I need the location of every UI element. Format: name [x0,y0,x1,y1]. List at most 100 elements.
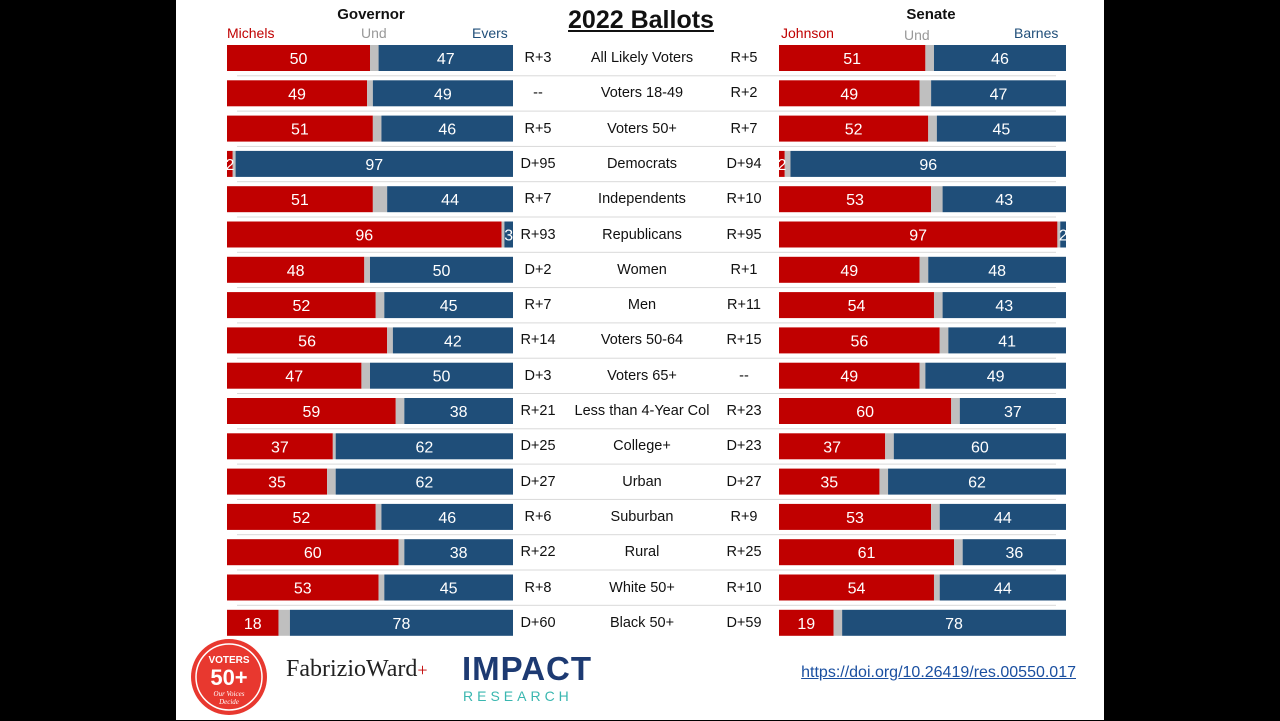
senate-rep-bar [779,539,955,566]
impact-logo: IMPACT [462,650,593,687]
governor-und-bar [232,150,236,177]
bars-svg: 50 47 51 46 49 49 49 47 51 46 52 45 2 97 2 96 51 44 53 43 96… [226,45,1068,636]
senate-dem-bar [942,292,1066,319]
senate-margin: R+11 [727,297,761,314]
senate-rep-value: 49 [840,369,858,386]
senate-rep-value: 97 [909,228,927,245]
senate-rep-value: 2 [778,157,787,174]
senate-und-bar [951,398,960,424]
senate-dem-value: 48 [988,263,1006,280]
senate-dem-bar [936,115,1066,142]
senate-rep-value: 53 [846,510,864,527]
doi-link[interactable]: https://doi.org/10.26419/res.00550.017 [801,664,1076,681]
fabrizio-ward-text: FabrizioWard [286,656,418,682]
governor-rep-value: 48 [287,263,305,280]
governor-dem-value: 62 [415,439,433,456]
senate-margin: R+7 [730,120,758,137]
senate-rep-value: 60 [856,404,874,421]
senate-und-bar [933,574,940,601]
governor-und-bar [398,539,405,566]
senate-rep-value: 35 [820,475,838,492]
governor-dem-bar [378,45,513,71]
category-label: Republicans [602,226,682,243]
governor-dem-bar [504,221,513,248]
governor-dem-value: 97 [365,157,383,174]
senate-rep-value: 53 [846,192,864,209]
senate-margin: R+2 [730,85,758,102]
governor-margin: D+95 [520,155,556,172]
governor-dem-bar [392,327,513,354]
category-label: All Likely Voters [590,50,694,66]
governor-margin: R+8 [524,579,552,596]
governor-dem-bar [381,503,513,530]
governor-und-bar [501,221,505,248]
row-separator [237,393,1056,394]
senate-dem-bar [790,150,1066,177]
senate-dem-value: 60 [971,439,989,456]
senate-dem-value: 44 [994,510,1012,527]
governor-und-bar [375,292,385,319]
senate-rep-bar [779,80,920,107]
senate-dem-bar [939,574,1066,601]
governor-dem-value: 38 [450,404,468,421]
senate-und-bar [833,609,843,636]
governor-dem-value: 78 [393,616,411,633]
governor-dem-value: 47 [437,51,455,68]
senate-dem-bar [1060,221,1066,248]
senate-dem-bar [842,609,1066,636]
governor-dem-bar [335,468,513,495]
senate-rep-value: 54 [848,581,866,598]
governor-margin: D+2 [524,261,552,278]
governor-margin: R+7 [524,191,552,208]
governor-rep-value: 49 [288,86,306,103]
senate-rep-bar [779,609,834,636]
senate-rep-bar [779,433,886,460]
senate-rep-value: 51 [843,51,861,68]
senate-dem-bar [931,80,1066,107]
governor-rep-bar [227,186,373,213]
governor-rep-bar [227,574,379,601]
governor-und-bar [364,256,370,283]
category-label: Men [627,297,657,314]
governor-dem-legend: Evers [472,25,508,41]
senate-dem-bar [948,327,1066,354]
senate-dem-bar [942,186,1066,213]
category-label: Less than 4-Year Col [574,403,710,419]
senate-margin: R+9 [730,508,758,525]
senate-rep-bar [779,292,934,319]
voters-logo-line3: Our Voices [214,690,245,698]
category-label: Independents [598,191,686,208]
governor-dem-value: 50 [433,369,451,386]
senate-und-bar [931,503,940,530]
senate-und-legend: Und [904,27,930,43]
governor-dem-bar [370,256,513,283]
governor-rep-value: 18 [244,616,262,633]
senate-margin: D+23 [726,438,762,455]
governor-rep-legend: Michels [227,25,275,41]
senate-rep-bar [779,221,1058,248]
governor-margin: R+14 [520,332,556,349]
governor-rep-bar [227,150,233,177]
row-separator [237,604,1056,606]
category-label: Suburban [610,508,674,525]
governor-rep-bar [227,115,373,142]
senate-rep-value: 37 [823,439,841,456]
senate-rep-bar [779,503,932,530]
governor-rep-bar [227,292,376,319]
governor-rep-value: 51 [291,192,309,209]
senate-dem-value: 37 [1004,404,1022,421]
governor-rep-bar [227,256,365,283]
governor-margin: D+60 [520,614,556,631]
row-separator [237,287,1056,289]
governor-rep-value: 35 [268,475,286,492]
senate-rep-bar [779,574,934,601]
senate-margin: R+5 [730,50,758,66]
governor-und-bar [372,186,388,213]
governor-heading: Governor [337,6,405,23]
row-separator [237,498,1056,500]
senate-margin: -- [739,367,749,384]
senate-rep-value: 19 [797,616,815,633]
senate-und-bar [919,256,929,283]
governor-margin: R+3 [524,50,552,66]
governor-dem-value: 62 [415,475,433,492]
